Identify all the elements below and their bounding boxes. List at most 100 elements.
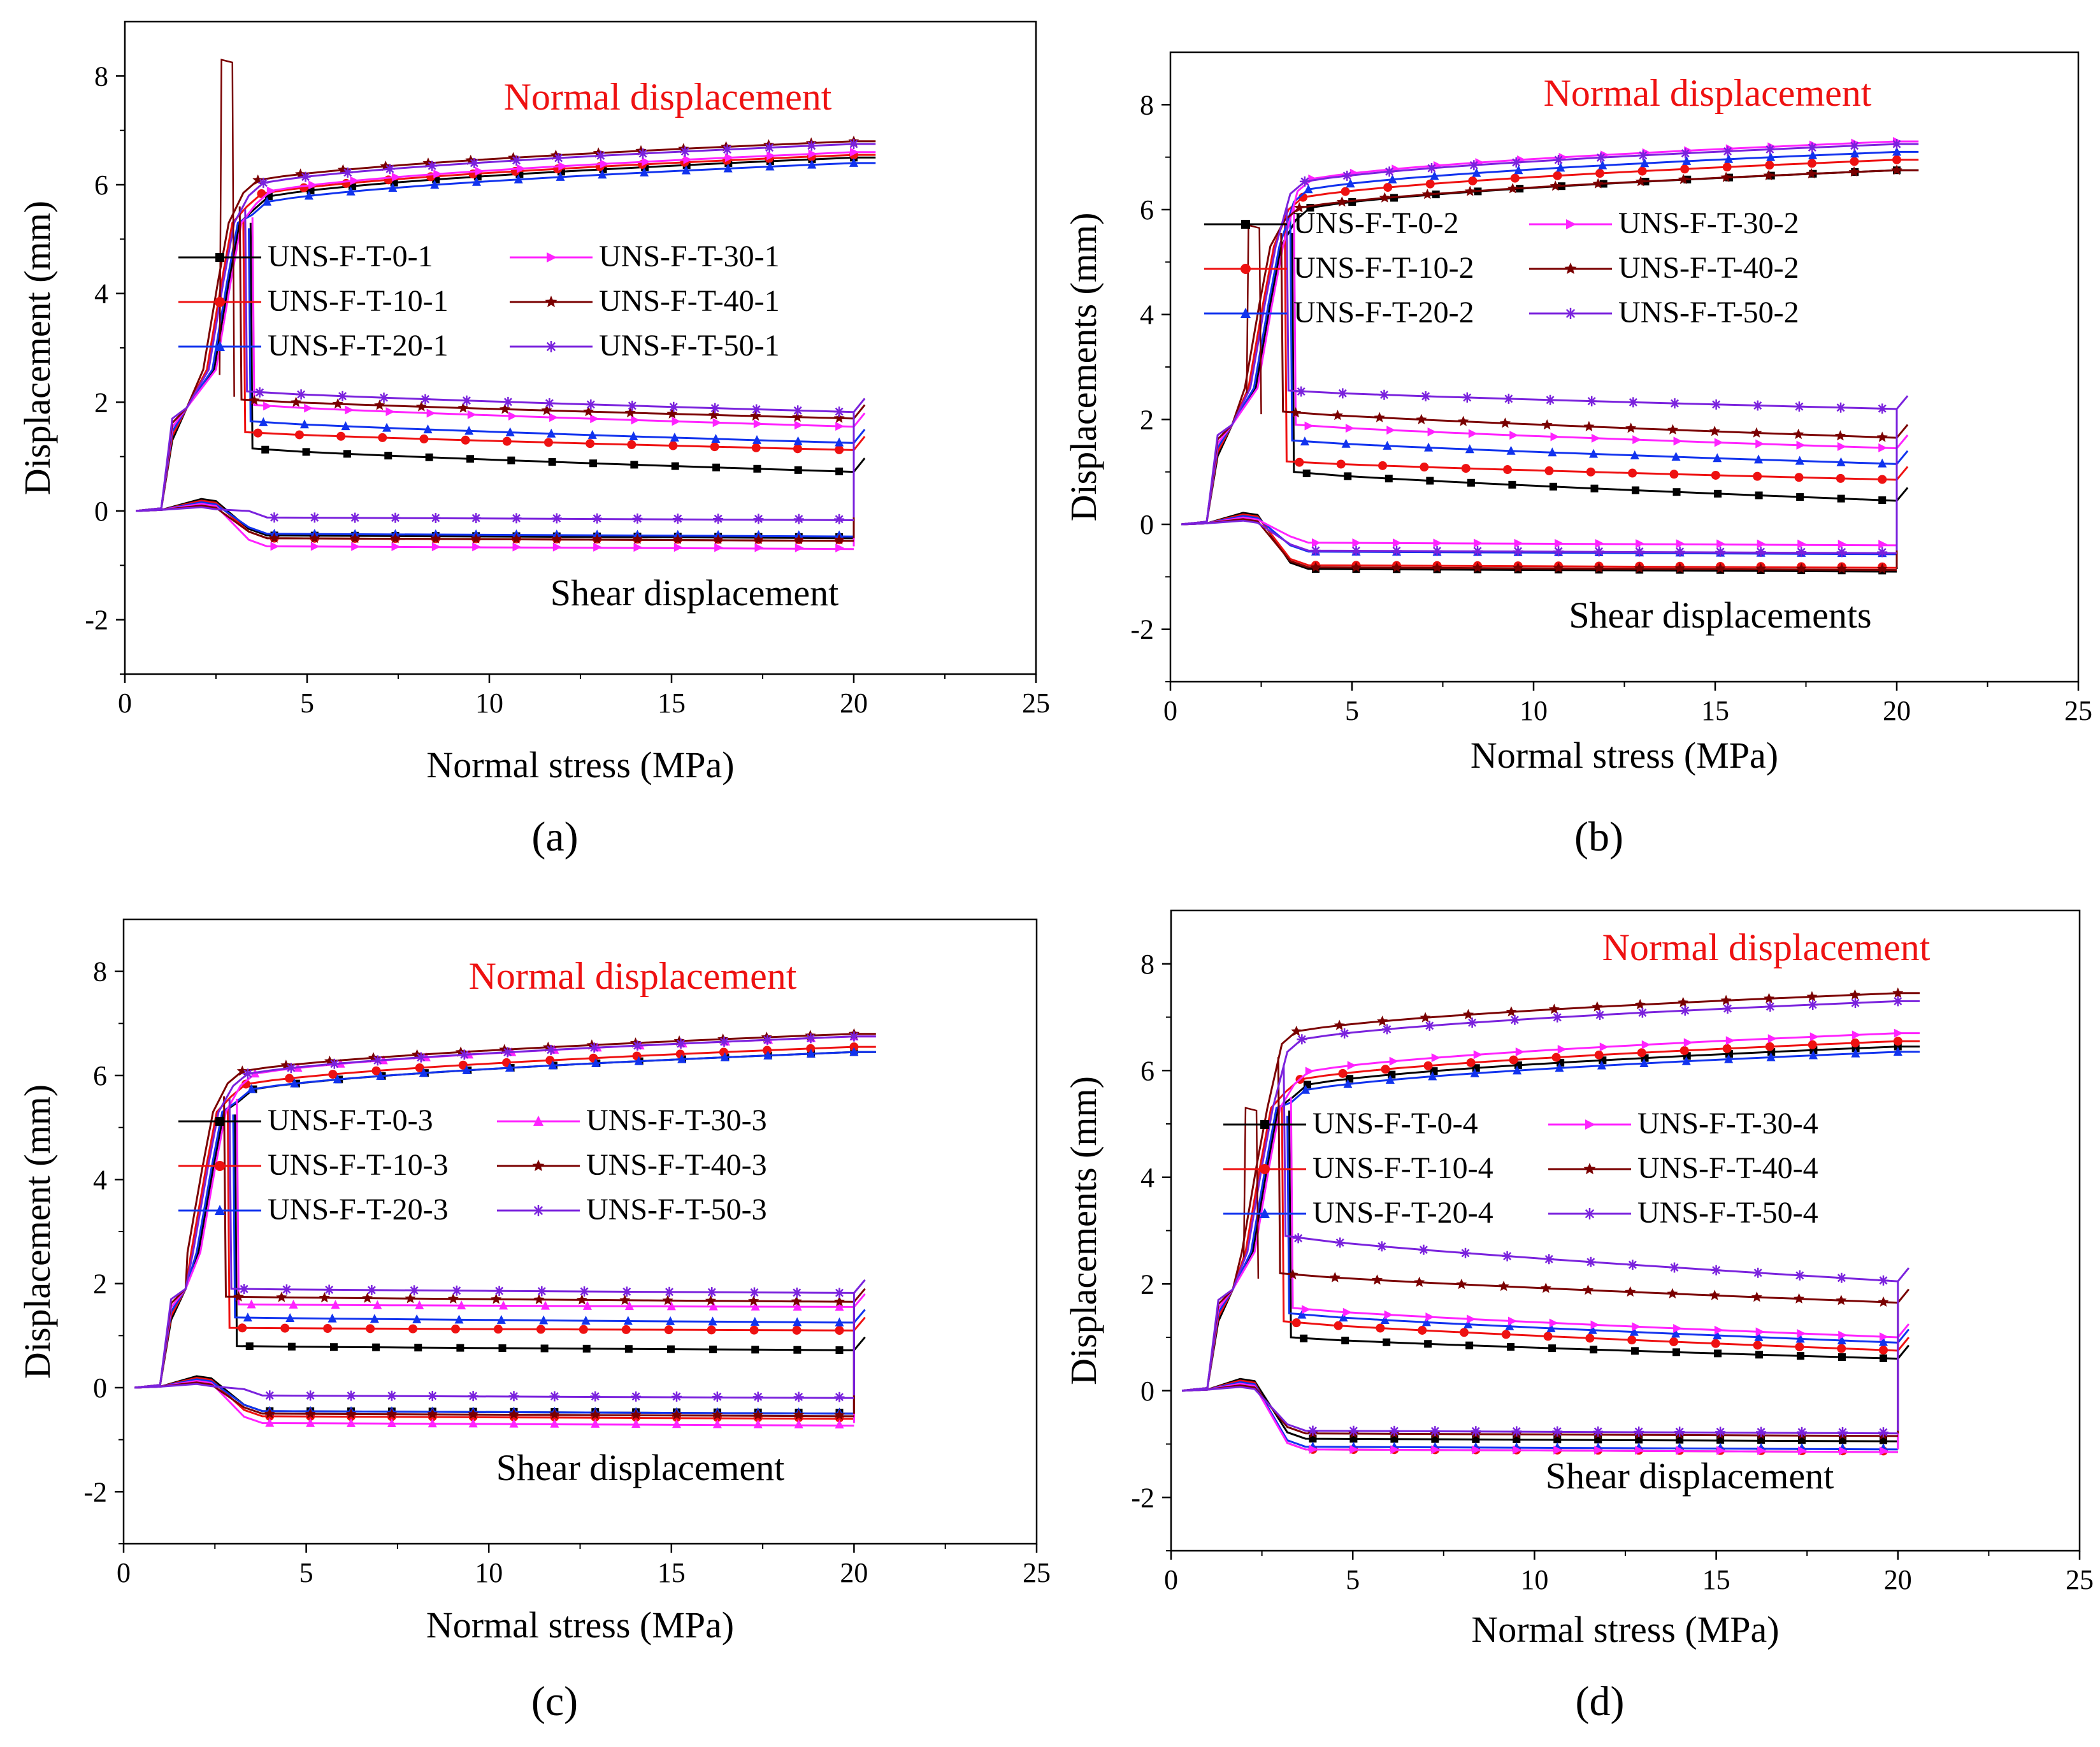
y-tick-label: 6 xyxy=(94,169,108,201)
x-tick-label: 15 xyxy=(658,687,686,719)
legend-label: UNS-F-T-50-3 xyxy=(586,1193,767,1226)
legend-label: UNS-F-T-40-4 xyxy=(1637,1151,1818,1185)
chart-panel-a: 0 5 10 15 20 25 -2 0 2 4 6 8 Normal stress (MPa) Disp… xyxy=(17,20,1050,860)
x-axis-title: Normal stress (MPa) xyxy=(426,1604,734,1646)
unload-curve xyxy=(1277,1057,1910,1304)
legend-item: UNS-F-T-0-1 xyxy=(178,240,433,273)
normal-displacement-annotation: Normal displacement xyxy=(1544,72,1872,114)
legend-label: UNS-F-T-10-2 xyxy=(1293,251,1474,285)
panel-label: (b) xyxy=(1574,814,1623,860)
x-tick-label: 5 xyxy=(1345,695,1359,726)
y-tick-label: 8 xyxy=(1140,89,1154,120)
series-group xyxy=(136,135,876,553)
markers xyxy=(1293,996,1903,1438)
legend-item: UNS-F-T-20-1 xyxy=(178,329,449,363)
y-tick-label: 2 xyxy=(93,1269,107,1300)
legend-item: UNS-F-T-50-2 xyxy=(1529,296,1799,329)
spike-line xyxy=(1246,224,1262,415)
legend: UNS-F-T-0-3 UNS-F-T-10-3 UNS-F-T-20-3 UNS-F… xyxy=(178,1104,767,1226)
spike-line xyxy=(219,59,235,397)
y-axis-title: Displacements (mm) xyxy=(1063,213,1104,522)
series-UNS-F-T-50-1 xyxy=(136,139,876,524)
unload-curve xyxy=(1286,1116,1910,1344)
y-tick-label: 2 xyxy=(1140,1269,1154,1300)
normal-displacement-annotation: Normal displacement xyxy=(1602,926,1931,968)
series-UNS-F-T-20-4 xyxy=(1181,1046,1920,1453)
y-tick-label: 4 xyxy=(93,1164,107,1195)
legend-item: UNS-F-T-20-3 xyxy=(178,1193,449,1226)
shear-displacement-annotation: Shear displacement xyxy=(550,572,839,614)
unload-curve xyxy=(242,220,866,451)
x-tick-label: 10 xyxy=(475,687,503,719)
markers xyxy=(1290,164,1902,574)
series-UNS-F-T-30-4 xyxy=(1181,1028,1920,1456)
legend-label: UNS-F-T-30-2 xyxy=(1618,206,1799,240)
legend-label: UNS-F-T-40-2 xyxy=(1618,251,1799,285)
normal-displacement-annotation: Normal displacement xyxy=(504,76,832,118)
legend-item: UNS-F-T-0-4 xyxy=(1223,1107,1478,1140)
unload-curve xyxy=(1289,215,1909,465)
legend-label: UNS-F-T-20-4 xyxy=(1312,1196,1493,1230)
y-tick-label: -2 xyxy=(1131,1482,1154,1513)
unload-curve xyxy=(228,1098,866,1294)
legend-label: UNS-F-T-0-2 xyxy=(1293,206,1459,240)
markers xyxy=(1302,1028,1903,1456)
series-UNS-F-T-10-3 xyxy=(134,1042,876,1423)
x-tick-label: 25 xyxy=(1023,1557,1051,1588)
x-axis-title: Normal stress (MPa) xyxy=(1471,1609,1779,1650)
y-tick-label: 6 xyxy=(1140,1055,1154,1086)
chart-panel-c: 0 5 10 15 20 25 -2 0 2 4 6 8 Normal stress (MPa) Disp… xyxy=(17,918,1051,1725)
legend-item: UNS-F-T-50-1 xyxy=(510,329,780,363)
legend-item: UNS-F-T-30-2 xyxy=(1529,206,1799,240)
y-tick-label: 6 xyxy=(1140,194,1154,226)
y-tick-label: 0 xyxy=(1140,509,1154,540)
y-tick-label: 2 xyxy=(94,387,108,418)
series-group xyxy=(1181,136,1919,575)
unload-curve xyxy=(232,1114,866,1324)
unload-curve xyxy=(1283,1065,1910,1283)
x-axis-title: Normal stress (MPa) xyxy=(1471,735,1778,776)
x-tick-label: 5 xyxy=(1346,1564,1360,1595)
markers xyxy=(243,1047,859,1417)
x-tick-label: 0 xyxy=(1163,695,1177,726)
panel-label: (c) xyxy=(531,1678,578,1725)
x-tick-label: 0 xyxy=(118,687,132,719)
unload-curve xyxy=(226,1109,866,1332)
x-tick-label: 15 xyxy=(658,1557,686,1588)
unload-curve xyxy=(249,222,866,473)
y-tick-label: 6 xyxy=(93,1060,107,1091)
unload-curve xyxy=(248,228,866,444)
legend-item: UNS-F-T-20-4 xyxy=(1223,1196,1493,1230)
legend-item: UNS-F-T-40-2 xyxy=(1529,251,1799,285)
y-tick-label: 8 xyxy=(93,956,107,988)
shear-curve xyxy=(136,506,854,521)
x-axis: 0 5 10 15 20 25 xyxy=(118,674,1050,719)
x-tick-label: 20 xyxy=(1883,695,1911,726)
legend-item: UNS-F-T-40-1 xyxy=(510,284,780,318)
x-axis: 0 5 10 15 20 25 xyxy=(1164,1551,2094,1595)
legend-item: UNS-F-T-10-1 xyxy=(178,284,449,318)
markers xyxy=(1300,1042,1902,1444)
y-axis-title: Displacement (mm) xyxy=(17,1084,58,1379)
legend-label: UNS-F-T-30-1 xyxy=(599,240,780,273)
series-group xyxy=(1181,987,1920,1456)
legend-item: UNS-F-T-10-3 xyxy=(178,1148,449,1182)
unload-curve xyxy=(236,1098,866,1308)
x-tick-label: 20 xyxy=(1884,1564,1912,1595)
chart-panel-d: 0 5 10 15 20 25 -2 0 2 4 6 8 Normal stress (MPa) Disp… xyxy=(1063,909,2094,1725)
legend-label: UNS-F-T-20-3 xyxy=(268,1193,449,1226)
y-tick-label: 4 xyxy=(1140,299,1154,331)
legend-label: UNS-F-T-0-4 xyxy=(1312,1107,1478,1140)
unload-curve xyxy=(1291,233,1909,502)
legend-item: UNS-F-T-20-2 xyxy=(1204,296,1474,329)
legend-label: UNS-F-T-20-2 xyxy=(1293,296,1474,329)
shear-displacement-annotation: Shear displacements xyxy=(1569,594,1871,636)
normal-displacement-annotation: Normal displacement xyxy=(469,955,797,997)
x-tick-label: 25 xyxy=(2064,695,2092,726)
legend-label: UNS-F-T-20-1 xyxy=(268,329,449,363)
x-axis: 0 5 10 15 20 25 xyxy=(1163,682,2092,726)
x-tick-label: 5 xyxy=(300,687,314,719)
x-tick-label: 15 xyxy=(1701,695,1729,726)
legend-item: UNS-F-T-10-2 xyxy=(1204,251,1474,285)
